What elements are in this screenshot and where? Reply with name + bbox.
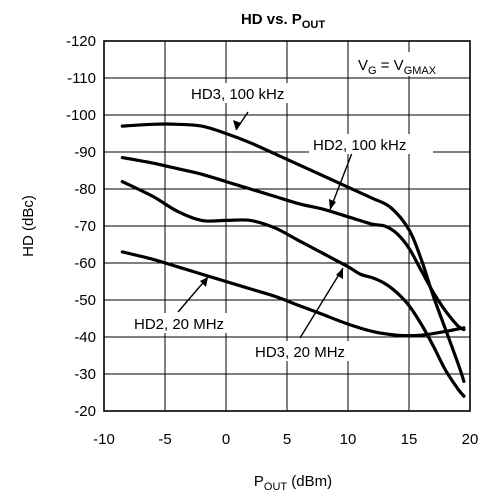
annot-hd3-20m: HD3, 20 MHz <box>255 344 345 361</box>
condition-bg <box>356 52 468 76</box>
chart-title-sub: OUT <box>302 19 326 31</box>
y-tick-label: -20 <box>74 403 96 420</box>
y-tick-label: -120 <box>66 33 96 50</box>
x-tick-label: 5 <box>283 431 291 448</box>
series-line-hd2-100-khz <box>120 156 466 332</box>
x-axis-label-sub: OUT <box>264 481 288 493</box>
pointer-arrow-hd3-100k <box>233 120 241 130</box>
series-lines <box>120 122 466 398</box>
x-axis-label-main: P <box>254 473 264 490</box>
condition-v: V <box>358 57 368 74</box>
chart-title: HD vs. POUT <box>241 11 325 31</box>
pointer-hd2-100k <box>329 152 353 211</box>
series-line-hd3-100-khz <box>120 122 466 383</box>
y-tick-label: -90 <box>74 144 96 161</box>
condition-label: VG = VGMAX <box>358 57 437 77</box>
callout-pointers <box>177 111 353 339</box>
y-tick-label: -100 <box>66 107 96 124</box>
x-axis-label: POUT (dBm) <box>254 473 332 493</box>
x-tick-label: 0 <box>222 431 230 448</box>
y-tick-label: -80 <box>74 181 96 198</box>
condition-eq: = V <box>377 57 404 74</box>
annot-hd3-100k: HD3, 100 kHz <box>191 86 284 103</box>
y-tick-label: -30 <box>74 366 96 383</box>
x-tick-label: -10 <box>93 431 115 448</box>
annot-hd2-100k: HD2, 100 kHz <box>313 137 406 154</box>
annot-bg-hd2-100k <box>309 134 433 154</box>
annot-bg-hd3-20m <box>251 341 363 361</box>
condition-g: G <box>368 65 377 77</box>
pointer-arrow-hd3-20m <box>336 268 343 279</box>
pointer-arrow-hd2-100k <box>329 199 336 210</box>
y-tick-label: -110 <box>67 70 96 87</box>
x-tick-label: -5 <box>158 431 171 448</box>
annot-bg-hd2-20m <box>130 313 246 333</box>
x-axis-label-rest: (dBm) <box>287 473 332 490</box>
pointer-hd3-20m <box>299 267 344 339</box>
tick-labels: -10 -5 0 5 10 15 20-120-110-100-90-80-70-60-50… <box>66 33 478 448</box>
pointer-arrow-hd2-20m <box>200 277 208 287</box>
y-tick-label: -40 <box>74 329 96 346</box>
y-tick-label: -70 <box>74 218 96 235</box>
annot-bg-hd3-100k <box>187 83 295 103</box>
x-tick-label: 10 <box>340 431 357 448</box>
annot-hd2-20m: HD2, 20 MHz <box>134 316 224 333</box>
y-tick-label: -60 <box>74 255 96 272</box>
plot-frame <box>103 40 471 412</box>
x-tick-label: 20 <box>462 431 479 448</box>
x-tick-label: 15 <box>401 431 418 448</box>
chart-title-main: HD vs. P <box>241 11 302 28</box>
series-line-hd2-20-mhz <box>120 250 466 338</box>
y-axis-label: HD (dBc) <box>20 195 37 257</box>
condition-gmax: GMAX <box>404 65 437 77</box>
y-tick-label: -50 <box>74 292 96 309</box>
series-line-hd3-20-mhz <box>120 180 466 398</box>
